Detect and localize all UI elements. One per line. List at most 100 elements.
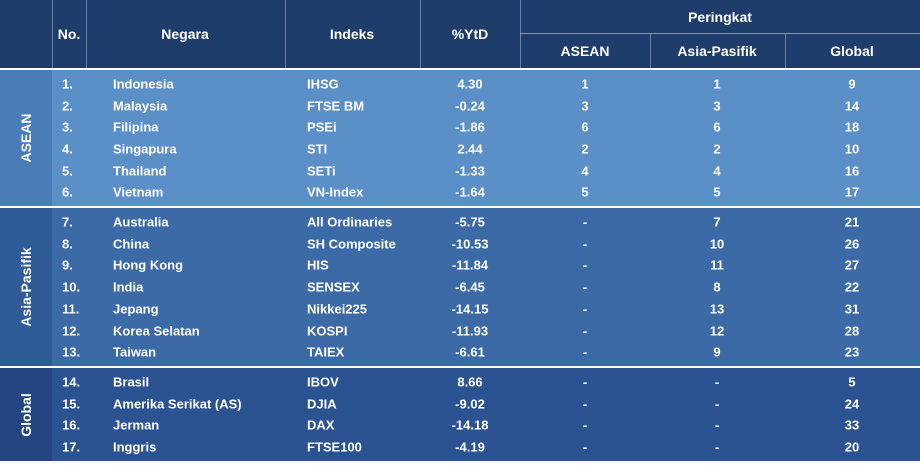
section-label: Global xyxy=(18,392,34,437)
rank: 9 xyxy=(848,76,856,92)
rank: 5 xyxy=(581,184,589,200)
rank: 4 xyxy=(713,163,721,179)
row-number: 12. xyxy=(62,323,81,339)
rank: 1 xyxy=(713,76,721,92)
section-label: Asia-Pasifik xyxy=(18,247,34,327)
country: Australia xyxy=(113,214,169,230)
row-number: 2. xyxy=(62,98,73,114)
ytd: -14.18 xyxy=(451,417,489,433)
ytd: -5.75 xyxy=(455,214,485,230)
row-number: 8. xyxy=(62,236,73,252)
header-divider xyxy=(420,0,421,68)
rank: - xyxy=(582,396,588,412)
header-sep xyxy=(520,33,920,34)
index-name: IBOV xyxy=(307,374,339,390)
column-header: Indeks xyxy=(329,26,375,42)
row-number: 11. xyxy=(62,301,80,317)
index-name: VN-Index xyxy=(307,184,364,200)
rank: 20 xyxy=(844,439,860,455)
column-header: ASEAN xyxy=(560,43,610,59)
ytd: 4.30 xyxy=(457,76,483,92)
rank: 5 xyxy=(848,374,856,390)
rank: - xyxy=(582,279,588,295)
rank: 14 xyxy=(844,98,860,114)
row-number: 9. xyxy=(62,257,73,273)
country: Thailand xyxy=(113,163,167,179)
index-name: FTSE100 xyxy=(307,439,362,455)
country: Hong Kong xyxy=(113,257,184,273)
header-divider xyxy=(285,0,286,68)
index-name: DAX xyxy=(307,417,335,433)
column-header: Global xyxy=(830,43,874,59)
rank: 22 xyxy=(844,279,860,295)
rank: - xyxy=(714,417,720,433)
rank: - xyxy=(582,439,588,455)
header-divider xyxy=(86,0,87,68)
rank: 2 xyxy=(581,141,589,157)
rank: 21 xyxy=(844,214,860,230)
ytd: -14.15 xyxy=(451,301,489,317)
rank: 31 xyxy=(844,301,860,317)
row-number: 4. xyxy=(62,141,73,157)
ytd: -6.45 xyxy=(455,279,485,295)
rank: 13 xyxy=(709,301,725,317)
country: Filipina xyxy=(113,119,159,135)
ytd: -4.19 xyxy=(455,439,485,455)
rank: 28 xyxy=(844,323,860,339)
rank: - xyxy=(582,344,588,360)
ytd: -1.33 xyxy=(455,163,485,179)
country: Jepang xyxy=(113,301,159,317)
header-divider xyxy=(52,0,53,68)
row-number: 5. xyxy=(62,163,73,179)
country: Singapura xyxy=(113,141,177,157)
rank: 3 xyxy=(581,98,589,114)
country: Vietnam xyxy=(113,184,164,200)
ytd: -10.53 xyxy=(451,236,489,252)
row-number: 1. xyxy=(62,76,73,92)
index-name: SETi xyxy=(307,163,336,179)
row-number: 7. xyxy=(62,214,73,230)
country: Indonesia xyxy=(113,76,174,92)
ytd: -1.86 xyxy=(455,119,485,135)
country: Malaysia xyxy=(113,98,168,114)
rank: - xyxy=(582,301,588,317)
section-bg xyxy=(0,368,920,461)
rank: 3 xyxy=(713,98,721,114)
index-name: TAIEX xyxy=(307,344,345,360)
section-label-bg xyxy=(0,70,52,207)
rank: - xyxy=(582,236,588,252)
ytd: 8.66 xyxy=(457,374,483,390)
row-number: 14. xyxy=(62,374,81,390)
row-number: 6. xyxy=(62,184,73,200)
index-name: STI xyxy=(307,141,328,157)
rank: - xyxy=(582,257,588,273)
index-name: Nikkei225 xyxy=(307,301,367,317)
rank: - xyxy=(582,374,588,390)
rank: 1 xyxy=(581,76,589,92)
section-label-bg xyxy=(0,368,52,461)
row-number: 15. xyxy=(62,396,81,412)
rank: 5 xyxy=(713,184,721,200)
row-number: 17. xyxy=(62,439,81,455)
row-number: 3. xyxy=(62,119,73,135)
index-name: SH Composite xyxy=(307,236,396,252)
rank: 11 xyxy=(710,257,724,273)
column-header: Negara xyxy=(161,26,209,42)
section-bg xyxy=(0,70,920,207)
rank: 10 xyxy=(844,141,860,157)
rank: - xyxy=(582,214,588,230)
ytd: -11.93 xyxy=(451,323,489,339)
country: Taiwan xyxy=(113,344,157,360)
rank: 6 xyxy=(713,119,721,135)
country: Inggris xyxy=(113,439,157,455)
column-header: %YtD xyxy=(451,26,489,42)
ytd: 2.44 xyxy=(457,141,483,157)
country: Jerman xyxy=(113,417,160,433)
rank: 27 xyxy=(844,257,860,273)
country: Korea Selatan xyxy=(113,323,200,339)
header-bg xyxy=(0,0,920,68)
rank: - xyxy=(582,323,588,339)
rank: - xyxy=(582,417,588,433)
rank: 23 xyxy=(844,344,860,360)
